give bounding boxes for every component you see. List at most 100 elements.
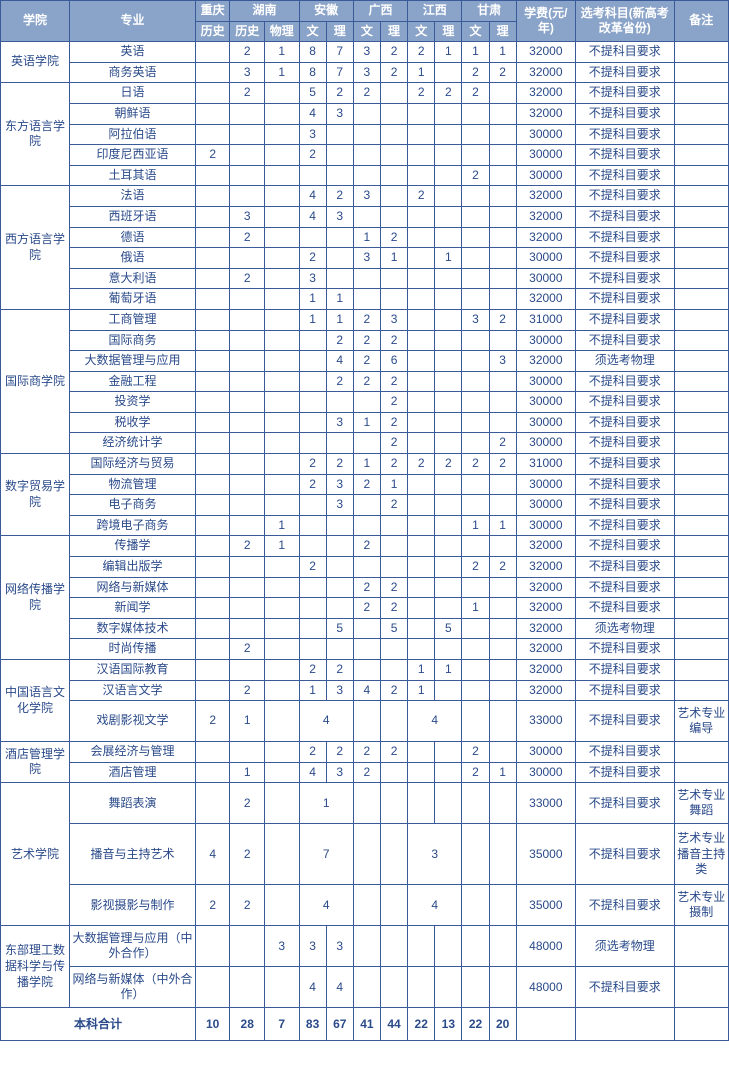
cell: 4 [326,967,353,1008]
cell [264,206,299,227]
cell: 2 [380,371,407,392]
cell: 1 [435,42,462,63]
hdr-hunan: 湖南 [230,1,299,22]
cell [462,412,489,433]
major-cell: 网络与新媒体（中外合作） [70,967,196,1008]
cell [353,557,380,578]
cell [299,495,326,516]
cell: 8 [299,42,326,63]
cell: 2 [230,639,265,660]
cell [195,783,230,824]
college-cell: 东部理工数据科学与传播学院 [1,926,70,1008]
cell: 2 [195,885,230,926]
cell: 不提科目要求 [575,42,674,63]
cell: 艺术专业舞蹈 [674,783,728,824]
table-row: 德语21232000不提科目要求 [1,227,729,248]
cell: 2 [230,268,265,289]
cell: 32000 [516,536,575,557]
cell [353,660,380,681]
cell: 不提科目要求 [575,783,674,824]
cell: 2 [326,83,353,104]
college-cell: 网络传播学院 [1,536,70,660]
cell [462,392,489,413]
cell: 不提科目要求 [575,62,674,83]
cell: 2 [489,309,516,330]
cell [353,433,380,454]
cell [408,474,435,495]
cell [299,351,326,372]
cell [353,967,380,1008]
cell [489,145,516,166]
cell [195,165,230,186]
cell [380,926,407,967]
cell [462,268,489,289]
hdr-hn-history: 历史 [230,21,265,42]
cell: 8 [299,62,326,83]
table-row: 大数据管理与应用426332000须选考物理 [1,351,729,372]
table-row: 酒店管理14322130000不提科目要求 [1,762,729,783]
cell: 不提科目要求 [575,474,674,495]
table-row: 跨境电子商务11130000不提科目要求 [1,515,729,536]
table-row: 投资学230000不提科目要求 [1,392,729,413]
cell [195,289,230,310]
cell [462,967,489,1008]
cell: 31000 [516,309,575,330]
cell [380,515,407,536]
table-row: 国际商学院工商管理11233231000不提科目要求 [1,309,729,330]
cell [462,926,489,967]
cell: 1 [299,309,326,330]
cell: 4 [326,351,353,372]
cell: 2 [353,309,380,330]
cell [489,83,516,104]
cell: 33000 [516,701,575,742]
table-row: 数字贸易学院国际经济与贸易2212222231000不提科目要求 [1,454,729,475]
cell [489,701,516,742]
cell [264,824,299,885]
cell [264,454,299,475]
cell [674,967,728,1008]
cell [674,474,728,495]
cell: 7 [299,824,353,885]
cell [489,885,516,926]
cell [264,124,299,145]
cell [408,967,435,1008]
cell [435,536,462,557]
cell [299,330,326,351]
table-row: 东方语言学院日语252222232000不提科目要求 [1,83,729,104]
cell [380,186,407,207]
cell [489,165,516,186]
major-cell: 商务英语 [70,62,196,83]
cell [489,206,516,227]
table-row: 影视摄影与制作224435000不提科目要求艺术专业摄制 [1,885,729,926]
major-cell: 戏剧影视文学 [70,701,196,742]
college-cell: 西方语言学院 [1,186,70,310]
cell [489,639,516,660]
cell [674,268,728,289]
cell [264,83,299,104]
major-cell: 数字媒体技术 [70,618,196,639]
cell: 不提科目要求 [575,454,674,475]
cell: 32000 [516,577,575,598]
major-cell: 投资学 [70,392,196,413]
cell: 44 [380,1008,407,1041]
cell [230,412,265,433]
cell [435,762,462,783]
cell [380,885,407,926]
major-cell: 葡萄牙语 [70,289,196,310]
cell: 2 [299,145,326,166]
cell: 不提科目要求 [575,967,674,1008]
hdr-gs-li: 理 [489,21,516,42]
cell [195,536,230,557]
cell: 30000 [516,392,575,413]
cell: 2 [353,351,380,372]
cell [299,598,326,619]
cell [264,268,299,289]
cell [435,639,462,660]
cell: 不提科目要求 [575,762,674,783]
cell [408,762,435,783]
cell [264,495,299,516]
cell: 不提科目要求 [575,536,674,557]
cell: 不提科目要求 [575,515,674,536]
cell [264,967,299,1008]
cell [195,618,230,639]
